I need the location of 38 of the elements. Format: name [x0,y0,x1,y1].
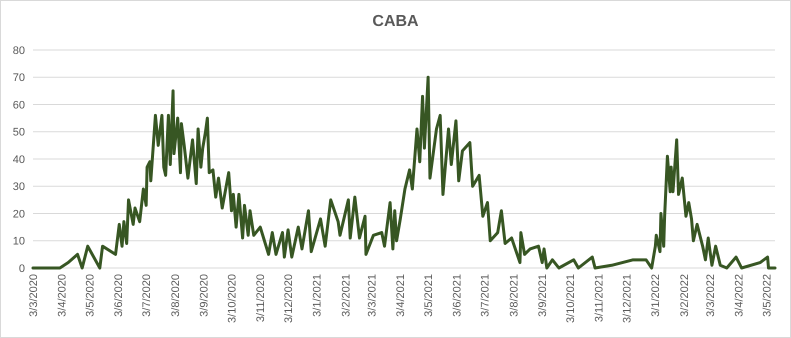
y-tick-label: 50 [12,126,25,139]
x-tick-label: 3/12/2021 [621,274,634,323]
y-tick-label: 20 [12,208,25,220]
y-tick-label: 30 [12,181,25,194]
x-tick-label: 3/4/2021 [395,274,408,317]
chart-title: CABA [372,13,420,30]
x-tick-label: 3/11/2021 [594,274,606,322]
x-tick-label: 3/2/2022 [678,274,691,317]
x-tick-label: 3/10/2021 [564,274,577,323]
x-tick-label: 3/9/2020 [198,274,211,317]
x-tick-label: 3/7/2021 [480,274,492,317]
x-tick-label: 3/2/2021 [340,274,352,317]
y-tick-label: 0 [18,262,25,275]
x-tick-label: 3/6/2020 [113,274,126,317]
y-tick-label: 80 [12,44,25,57]
x-tick-label: 3/1/2022 [650,274,662,317]
x-tick-label: 3/8/2021 [508,274,520,317]
x-tick-label: 3/11/2020 [255,274,268,322]
x-tick-label: 3/12/2020 [282,274,295,323]
line-series [32,76,776,270]
x-tick-label: 3/4/2020 [56,274,69,317]
x-tick-label: 3/3/2022 [704,274,717,317]
x-tick-label: 3/3/2021 [366,274,378,317]
x-tick-label: 3/9/2021 [537,274,550,317]
x-tick-label: 3/5/2021 [422,274,435,317]
x-tick-label: 3/8/2020 [170,274,182,317]
x-tick-label: 3/6/2021 [452,274,464,317]
x-tick-label: 3/10/2020 [226,274,238,323]
y-tick-label: 70 [12,72,25,84]
y-tick-label: 40 [12,154,25,166]
x-tick-label: 3/5/2022 [762,274,774,317]
x-tick-label: 3/5/2020 [84,274,96,317]
x-tick-label: 3/7/2020 [141,274,154,317]
x-tick-label: 3/3/2020 [28,274,40,317]
y-tick-label: 10 [12,236,25,248]
y-tick-label: 60 [12,99,25,112]
x-tick-label: 3/1/2021 [312,274,324,317]
x-tick-label: 3/4/2022 [734,274,746,317]
